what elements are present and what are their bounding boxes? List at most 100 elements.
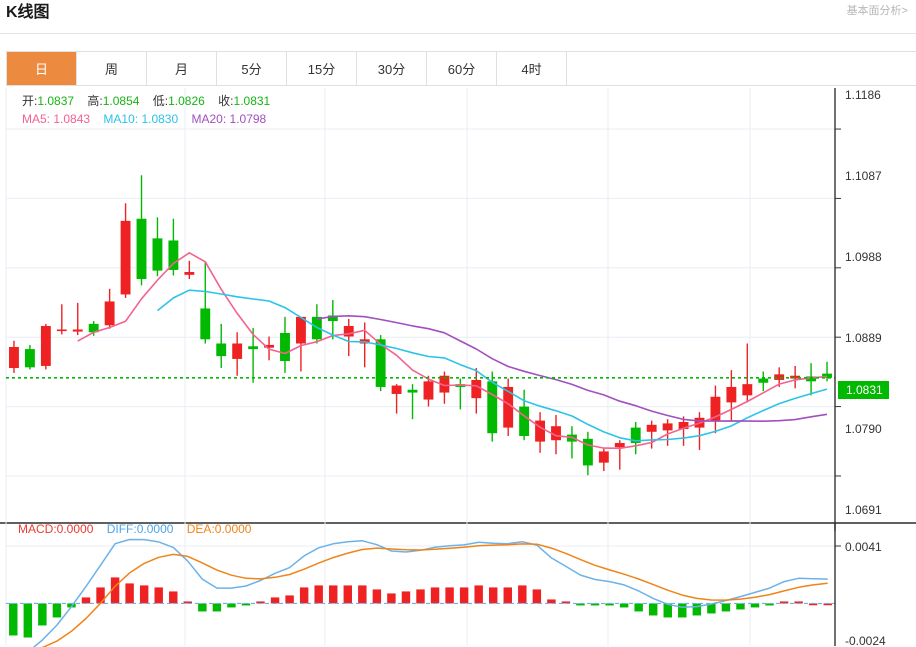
- candle-body: [280, 332, 290, 362]
- tab-5min[interactable]: 5分: [217, 52, 287, 85]
- macd-bar: [678, 603, 687, 618]
- macd-bar: [779, 601, 789, 604]
- candle-body: [646, 424, 657, 432]
- candle-body: [264, 344, 274, 348]
- candle-body: [487, 381, 498, 434]
- macd-bar: [256, 601, 265, 604]
- tab-day[interactable]: 日: [7, 52, 77, 85]
- candle-body: [630, 427, 641, 444]
- candle-body: [439, 375, 450, 393]
- macd-bar: [401, 591, 411, 604]
- page-header: K线图 基本面分析>: [0, 0, 916, 34]
- macd-bar: [372, 589, 382, 604]
- macd-bar: [183, 601, 193, 604]
- candle-body: [582, 438, 593, 466]
- candle-body: [184, 272, 195, 275]
- macd-panel-frame: [834, 522, 841, 646]
- tab-15min[interactable]: 15分: [287, 52, 357, 85]
- candle-body: [598, 451, 609, 463]
- price-tick-0: 1.1186: [845, 88, 881, 102]
- macd-bar: [503, 587, 512, 604]
- moving-average-lines: [77, 252, 828, 450]
- macd-bar: [576, 603, 585, 606]
- macd-bar: [823, 603, 832, 606]
- macd-bar: [358, 585, 367, 604]
- candle-body: [295, 316, 306, 344]
- macd-bar: [23, 603, 33, 638]
- macd-bar: [765, 603, 774, 606]
- candle-body: [758, 378, 769, 383]
- header-divider: [0, 33, 916, 34]
- macd-bar: [81, 597, 91, 604]
- candle-body: [327, 315, 338, 322]
- chart-area[interactable]: 开:1.0837 高:1.0854 低:1.0826 收:1.0831 MA5:…: [0, 86, 916, 647]
- macd-bar: [634, 603, 643, 612]
- macd-bar: [445, 587, 454, 604]
- macd-tick-0: 0.0041: [845, 540, 882, 554]
- macd-bar: [52, 603, 62, 618]
- price-gridlines: [5, 88, 836, 531]
- macd-bar: [590, 603, 600, 606]
- macd-bar: [227, 603, 236, 608]
- candle-body: [232, 343, 243, 359]
- macd-bar: [169, 591, 178, 604]
- tab-4hour[interactable]: 4时: [497, 52, 567, 85]
- tab-month[interactable]: 月: [147, 52, 217, 85]
- macd-bar: [518, 585, 527, 604]
- macd-bar: [808, 603, 818, 606]
- macd-bar: [139, 585, 149, 604]
- macd-bar: [241, 603, 251, 606]
- macd-bar: [329, 585, 338, 604]
- tab-30min[interactable]: 30分: [357, 52, 427, 85]
- candle-body: [200, 308, 211, 340]
- page-title: K线图: [6, 4, 50, 21]
- macd-bar: [212, 603, 222, 612]
- macd-bar: [474, 585, 483, 604]
- candle-body: [72, 329, 83, 332]
- candle-body: [662, 423, 673, 431]
- price-tick-2: 1.0988: [845, 250, 882, 264]
- macd-bar: [270, 597, 280, 604]
- price-tick-1: 1.1087: [845, 169, 882, 183]
- current-price-tag: 1.0831: [838, 381, 889, 399]
- fundamental-analysis-link[interactable]: 基本面分析>: [846, 5, 908, 17]
- macd-bar: [707, 603, 716, 614]
- price-panel-frame: [0, 88, 916, 531]
- macd-histogram: [6, 577, 835, 638]
- period-tabbar: 日 周 月 5分 15分 30分 60分 4时: [6, 51, 916, 86]
- macd-bar: [663, 603, 672, 618]
- tab-60min[interactable]: 60分: [427, 52, 497, 85]
- tabbar-filler: [567, 52, 916, 85]
- candle-body: [104, 301, 115, 326]
- candle-body: [9, 347, 19, 369]
- candle-body: [407, 389, 418, 393]
- candle-body: [790, 375, 801, 379]
- price-tick-4: 1.0790: [845, 422, 882, 436]
- macd-bar: [198, 603, 207, 612]
- candle-body: [136, 218, 147, 280]
- macd-tick-1: -0.0024: [845, 634, 886, 647]
- candle-body: [423, 381, 434, 400]
- candle-body: [391, 385, 402, 394]
- candle-body: [742, 384, 753, 396]
- candle-body: [806, 376, 817, 382]
- candle-body: [343, 325, 354, 337]
- candle-body: [678, 421, 689, 430]
- macd-bar: [38, 603, 47, 626]
- chart-canvas[interactable]: [0, 86, 916, 647]
- candlestick-series: [9, 175, 832, 476]
- macd-bar: [430, 587, 440, 604]
- macd-bar: [619, 603, 629, 608]
- candle-body: [519, 406, 530, 437]
- tab-week[interactable]: 周: [77, 52, 147, 85]
- candle-body: [120, 220, 131, 295]
- candle-body: [248, 346, 259, 350]
- macd-bar: [96, 587, 105, 604]
- candle-body: [88, 323, 99, 333]
- macd-bar: [561, 601, 571, 604]
- macd-bar: [110, 577, 120, 604]
- candle-body: [774, 374, 785, 380]
- macd-bar: [736, 603, 745, 610]
- candle-body: [471, 379, 482, 399]
- candle-body: [168, 240, 179, 270]
